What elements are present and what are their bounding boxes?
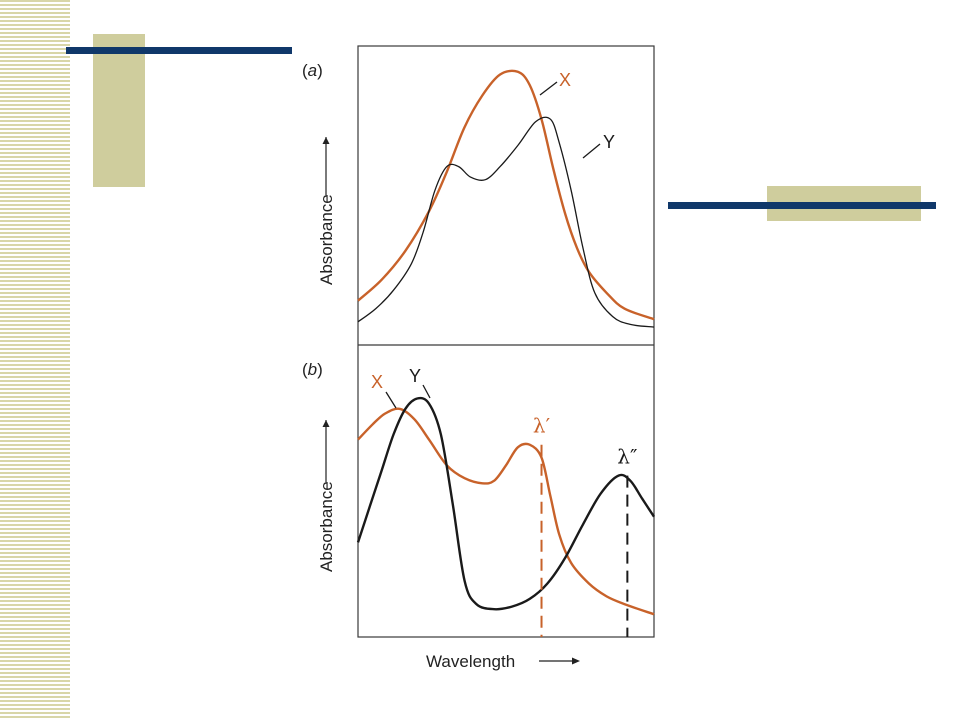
decorative-stripes xyxy=(0,0,70,720)
y-axis-label: Absorbance xyxy=(317,194,336,285)
y-axis-label: Absorbance xyxy=(317,481,336,572)
decorative-olive-block xyxy=(93,34,145,187)
panel-b-y-label-leader xyxy=(422,384,431,399)
panel-a-y-label-leader xyxy=(582,143,601,159)
panel-a-series-y-line xyxy=(357,116,655,328)
lambda-double-prime-label: λ″ xyxy=(617,445,637,469)
panel-b-series-y-line xyxy=(356,396,655,611)
panel-b-series-x-label: X xyxy=(371,372,383,392)
plot-frame xyxy=(357,45,655,638)
panel-a-series-x-line xyxy=(357,69,655,321)
decorative-navy-bar xyxy=(66,47,292,54)
panel-b-series-x-line xyxy=(357,407,655,616)
decorative-navy-bar xyxy=(668,202,936,209)
panel-b-series-y-label: Y xyxy=(409,366,421,386)
y-axis-arrow-head xyxy=(322,420,330,427)
panel-b-label: (b) xyxy=(302,360,323,379)
lambda-prime-label: λ′ xyxy=(533,414,551,438)
panel-a-series-y-label: Y xyxy=(603,132,615,152)
panel-b-y-axis-label: Absorbance xyxy=(317,420,336,572)
panel-a-series-x-label: X xyxy=(559,70,571,90)
x-axis-label: Wavelength xyxy=(426,652,515,671)
panel-a-y-axis-label: Absorbance xyxy=(317,137,336,285)
panel-b-x-label-leader xyxy=(385,391,397,409)
panel-a-x-label-leader xyxy=(539,81,558,96)
y-axis-arrow-head xyxy=(322,137,330,144)
x-axis-arrow-head xyxy=(572,657,580,665)
panel-a-label: (a) xyxy=(302,61,323,80)
